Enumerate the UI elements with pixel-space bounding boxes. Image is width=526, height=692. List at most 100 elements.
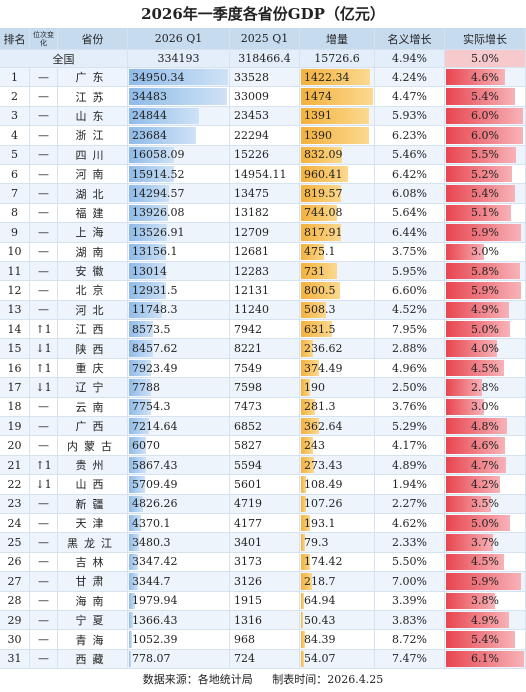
data-bar	[301, 631, 306, 648]
cell: 山西	[58, 475, 128, 494]
data-row: 2 — 江苏 34483 33009 1474 4.47% 5.4%	[0, 87, 526, 107]
cell-text: 6.0%	[471, 128, 499, 142]
cell-text: 14	[7, 322, 22, 336]
cell: 190	[300, 378, 375, 397]
cell: 13526.91	[128, 223, 230, 242]
cell: 5.0%	[445, 513, 526, 533]
cell-text: —	[38, 439, 49, 453]
cell: 四川	[58, 145, 128, 164]
data-bar	[301, 650, 304, 668]
data-row: 10 — 湖南 13156.1 12681 475.1 3.75% 3.0%	[0, 242, 526, 262]
data-bar	[129, 282, 166, 299]
cell-text: 107.26	[304, 497, 343, 511]
data-bar	[446, 282, 522, 299]
cell-text: 4826.26	[132, 497, 178, 511]
cell: 7.00%	[375, 572, 445, 591]
cell: 上海	[58, 223, 128, 242]
cell-text: 4.62%	[392, 516, 427, 530]
data-row: 22 ↓1 山西 5709.49 5601 108.49 1.94% 4.2%	[0, 475, 526, 495]
data-row: 19 — 广西 7214.64 6852 362.64 5.29% 4.8%	[0, 417, 526, 437]
cell-text: 13526.91	[132, 225, 185, 239]
cell: 1316	[230, 610, 300, 630]
cell: —	[30, 417, 58, 436]
cell: 6.44%	[375, 223, 445, 242]
cell-text: 5.9%	[471, 283, 499, 297]
cell-text: 3.0%	[471, 245, 499, 259]
cell: 湖北	[58, 184, 128, 203]
cell: 北京	[58, 281, 128, 300]
cell: 2.88%	[375, 339, 445, 358]
cell-text: 174.42	[304, 555, 343, 569]
header-cell: 实际增长	[445, 28, 526, 49]
cell: 3.8%	[445, 591, 526, 610]
data-row: 12 — 北京 12931.5 12131 800.5 6.60% 5.9%	[0, 281, 526, 301]
cell: 12283	[230, 261, 300, 281]
cell-text: 12283	[234, 264, 269, 278]
cell-text: 3.0%	[471, 400, 499, 414]
cell: 3347.42	[128, 552, 230, 572]
data-bar	[446, 243, 485, 260]
cell-text: 5.50%	[392, 555, 427, 569]
cell: 20	[0, 436, 30, 455]
cell-text: 3480.3	[132, 536, 171, 550]
cell-text: 7214.64	[132, 419, 178, 433]
cell-text: 23684	[132, 128, 167, 142]
cell: 236.62	[300, 339, 375, 358]
cell: 12131	[230, 281, 300, 300]
cell: 4.5%	[445, 552, 526, 572]
data-bar	[446, 592, 495, 609]
data-row: 23 — 新疆 4826.26 4719 107.26 2.27% 3.5%	[0, 494, 526, 514]
cell-text: 宁夏	[75, 614, 110, 628]
cell: 7.95%	[375, 320, 445, 339]
cell-text: 28	[7, 594, 22, 608]
cell-text: 7788	[132, 380, 160, 394]
cell: 3.39%	[375, 591, 445, 610]
cell-text: 5.0%	[471, 322, 499, 336]
cell: 107.26	[300, 494, 375, 513]
cell: 13182	[230, 203, 300, 223]
data-bar	[446, 69, 505, 86]
cell: 6852	[230, 417, 300, 436]
cell: 33009	[230, 87, 300, 106]
header-cell: 排名	[0, 28, 30, 49]
cell: 22294	[230, 126, 300, 145]
data-row: 26 — 吉林 3347.42 3173 174.42 5.50% 4.5%	[0, 552, 526, 573]
cell-text: 12681	[234, 245, 269, 259]
data-bar	[129, 418, 150, 435]
cell-text: 724	[234, 652, 255, 666]
cell: —	[30, 87, 58, 106]
cell-text: 7	[11, 187, 18, 201]
cell-text: 2.8%	[471, 380, 499, 394]
cell-text: 5.46%	[392, 148, 427, 162]
data-bar	[446, 514, 510, 532]
cell-text: 山西	[75, 478, 110, 492]
data-row: 25 — 黑龙江 3480.3 3401 79.3 2.33% 3.7%	[0, 533, 526, 553]
cell: 陕西	[58, 339, 128, 358]
cell-text: 7473	[234, 400, 262, 414]
cell-text: 819.57	[304, 187, 343, 201]
data-bar	[446, 262, 521, 280]
cell-text: 4719	[234, 497, 262, 511]
cell: 34483	[128, 87, 230, 106]
cell: 4.7%	[445, 455, 526, 475]
data-row: 17 ↓1 辽宁 7788 7598 190 2.50% 2.8%	[0, 378, 526, 398]
cell-text: 6.44%	[392, 225, 427, 239]
cell: 3.83%	[375, 610, 445, 630]
data-bar	[129, 185, 170, 202]
cell-text: 6.0%	[471, 109, 499, 123]
cell: —	[30, 630, 58, 649]
data-row: 13 — 河北 11748.3 11240 508.3 4.52% 4.9%	[0, 300, 526, 321]
data-row: 31 — 西藏 778.07 724 54.07 7.47% 6.1%	[0, 649, 526, 670]
cell-text: 四川	[75, 148, 110, 162]
cell: 吉林	[58, 552, 128, 572]
cell-text: 34950.34	[132, 70, 185, 84]
cell-text: 960.41	[304, 167, 343, 181]
cell: 5.8%	[445, 261, 526, 281]
cell: 11240	[230, 300, 300, 320]
cell: 34950.34	[128, 68, 230, 87]
data-bar	[129, 69, 228, 86]
cell-text: 1	[11, 70, 18, 84]
cell: 3401	[230, 533, 300, 552]
cell: 内蒙古	[58, 436, 128, 455]
cell: 13156.1	[128, 242, 230, 261]
